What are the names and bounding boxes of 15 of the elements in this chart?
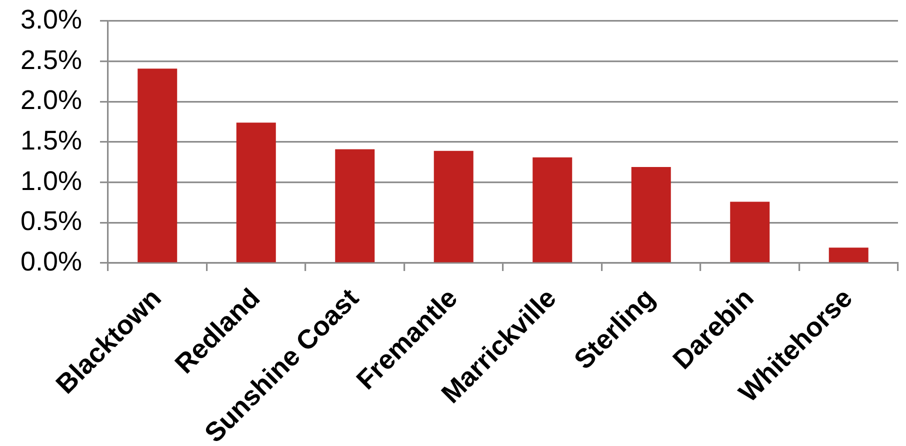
- y-tick-label: 1.5%: [20, 125, 82, 156]
- y-tick-label: 1.0%: [20, 166, 82, 196]
- bar: [335, 149, 375, 262]
- bar: [138, 68, 178, 262]
- y-tick-label: 2.5%: [20, 44, 82, 75]
- y-tick-label: 2.0%: [20, 85, 82, 116]
- bar: [434, 150, 474, 262]
- bar: [631, 167, 671, 262]
- y-tick-label: 3.0%: [20, 4, 82, 34]
- bar: [236, 122, 276, 262]
- y-tick-label: 0.5%: [20, 206, 82, 236]
- y-tick-label: 0.0%: [20, 246, 82, 276]
- bar: [828, 248, 868, 262]
- bar: [730, 202, 770, 262]
- bar: [532, 157, 572, 262]
